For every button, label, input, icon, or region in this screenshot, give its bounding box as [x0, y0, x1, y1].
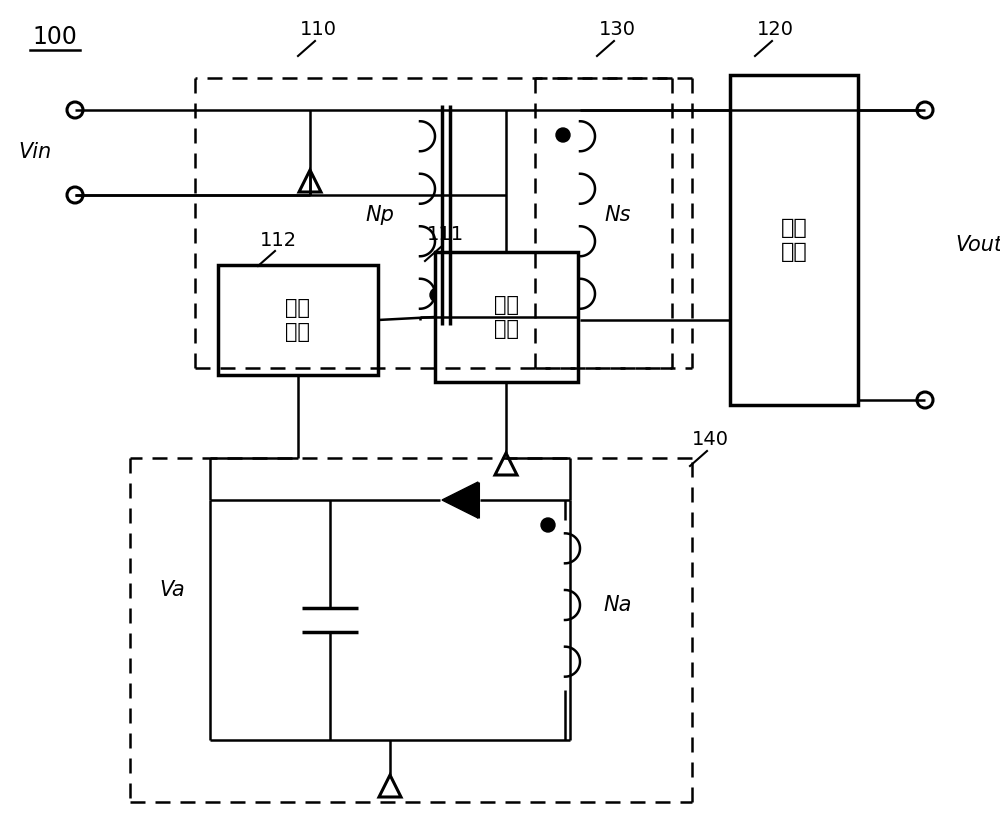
Text: Np: Np	[366, 205, 394, 225]
Text: 110: 110	[300, 21, 336, 40]
Text: 130: 130	[598, 21, 636, 40]
Text: 控制
电路: 控制 电路	[286, 299, 310, 342]
Text: 112: 112	[259, 231, 297, 250]
Text: Va: Va	[159, 580, 185, 600]
Text: 120: 120	[757, 21, 794, 40]
Circle shape	[556, 128, 570, 142]
Text: 140: 140	[692, 431, 728, 450]
Bar	[218, 265, 378, 375]
Text: Na: Na	[603, 595, 631, 615]
Circle shape	[541, 518, 555, 532]
Text: Vin: Vin	[18, 143, 52, 163]
Text: Vout: Vout	[955, 235, 1000, 255]
Text: 100: 100	[33, 25, 77, 49]
Text: 开关
电路: 开关 电路	[494, 295, 519, 339]
Polygon shape	[442, 482, 478, 518]
Bar	[435, 252, 578, 382]
Text: 111: 111	[426, 226, 464, 245]
Text: Ns: Ns	[605, 205, 631, 225]
Text: 副边
电路: 副边 电路	[781, 218, 807, 261]
Circle shape	[430, 288, 444, 302]
Bar	[730, 75, 858, 405]
